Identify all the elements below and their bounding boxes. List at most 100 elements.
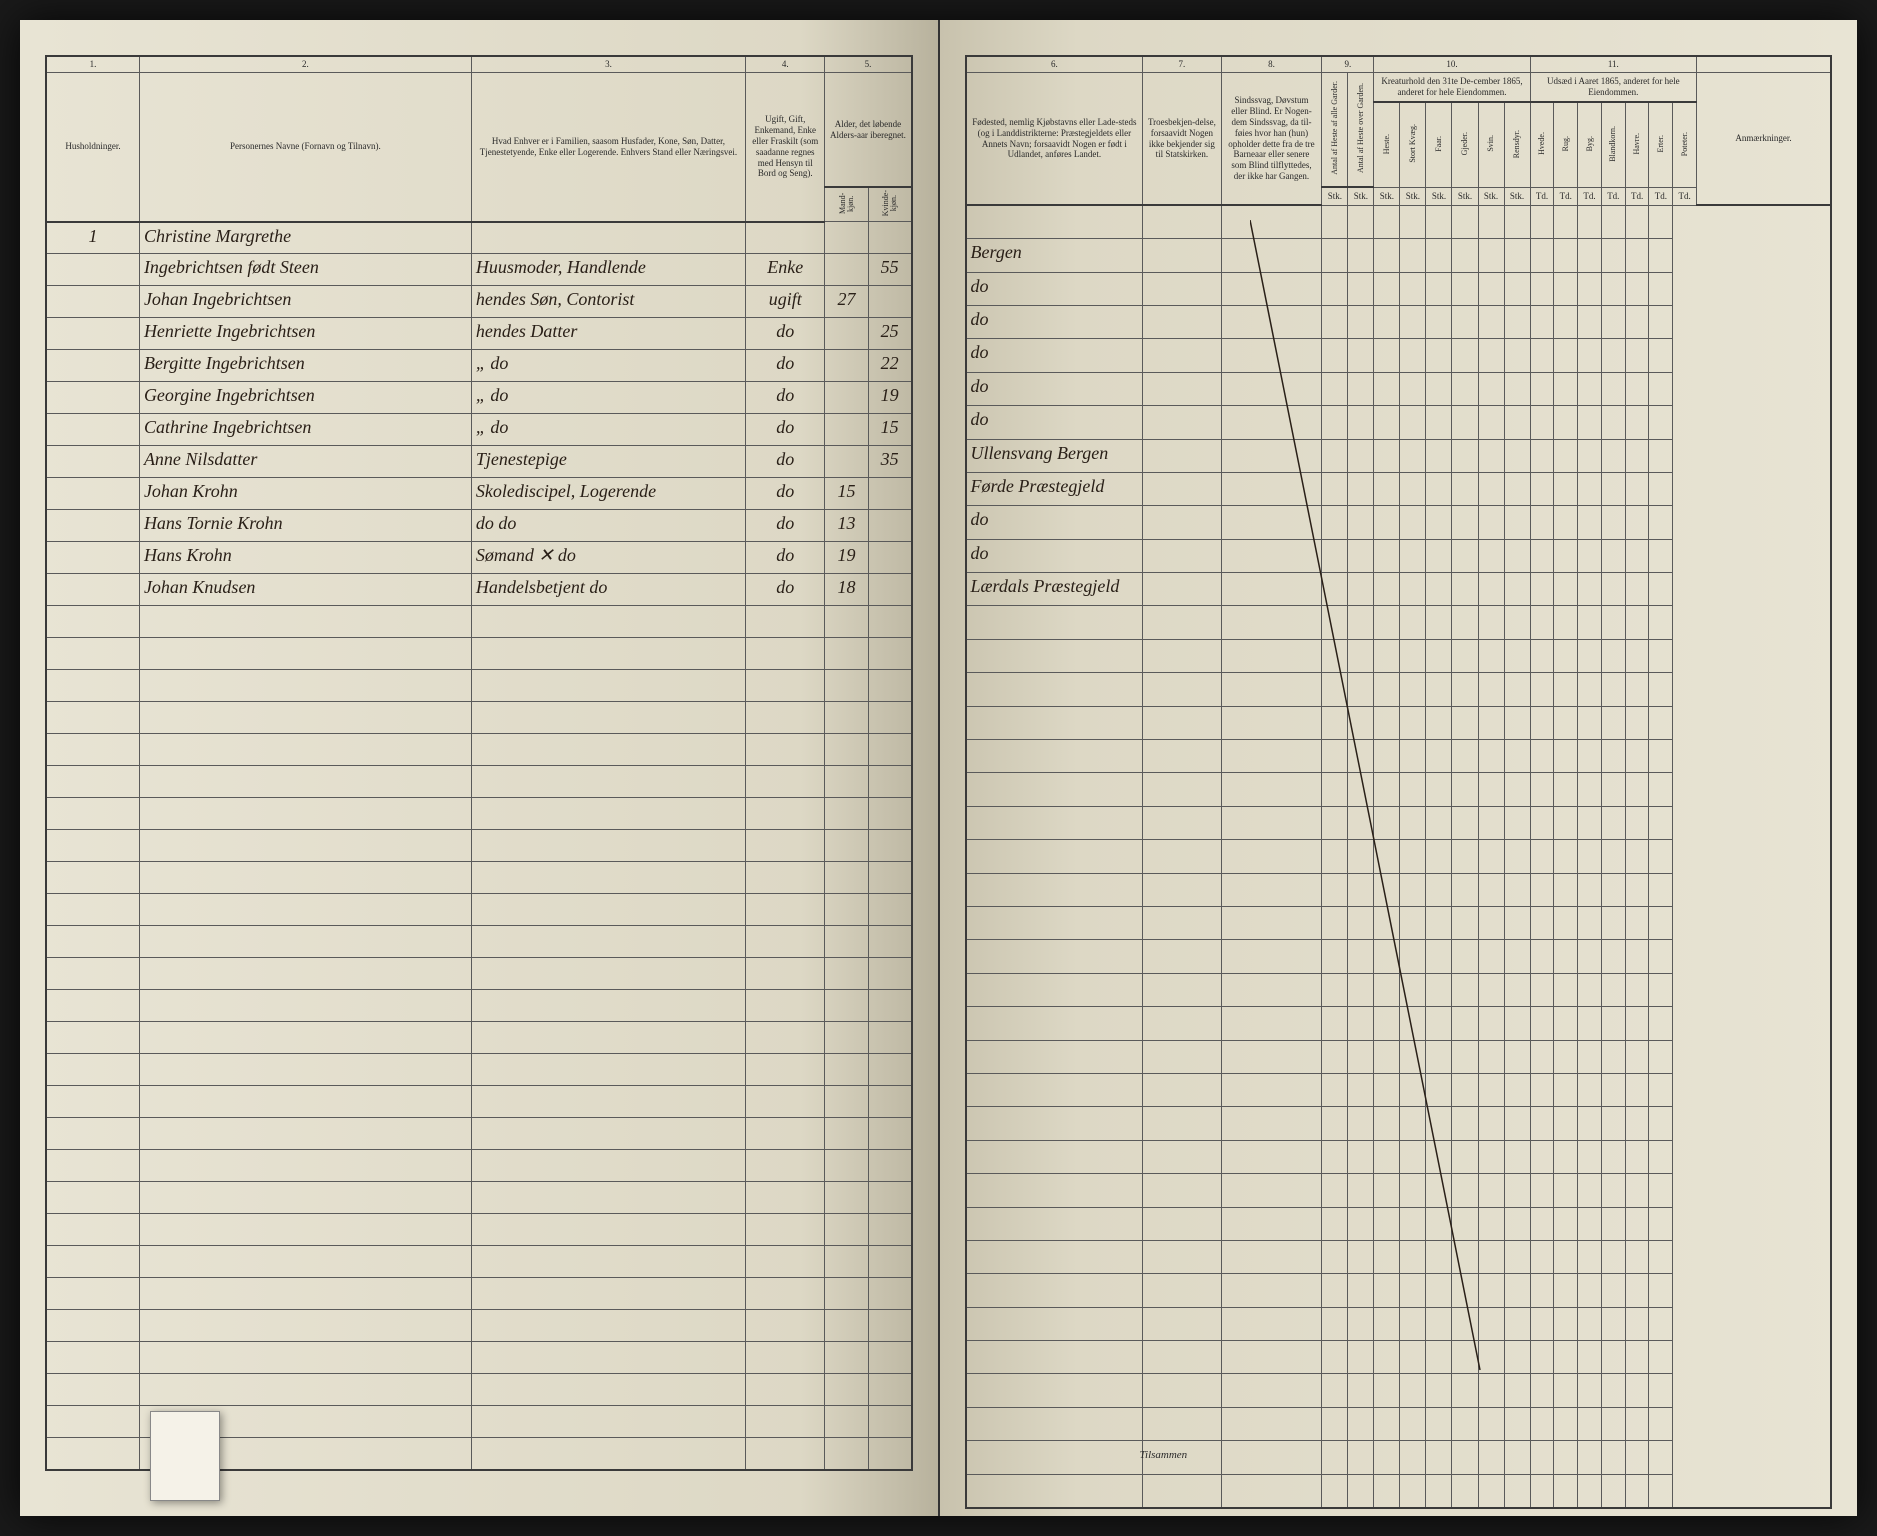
cell-empty [1426,573,1452,606]
cell-empty [1348,539,1374,572]
empty-row [46,1278,912,1310]
cell-empty [1649,339,1673,372]
column-number-row-r: 6. 7. 8. 9. 10. 11. [966,56,1832,72]
empty-row [46,1086,912,1118]
cell-faith [1143,372,1221,405]
cell-empty [1530,305,1554,338]
cell-status: do [746,574,825,606]
cell-empty [1348,272,1374,305]
u11g: Td. [1673,187,1697,205]
left-register-table: 1. 2. 3. 4. 5. Husholdninger. Personerne… [45,55,913,1471]
col11-s5: Erter. [1649,102,1673,187]
right-page: 6. 7. 8. 9. 10. 11. Fødested, nemlig Kjø… [940,20,1858,1516]
cell-empty [1452,305,1478,338]
empty-row [46,862,912,894]
cell-birthplace: do [966,406,1143,439]
cell-empty [1601,406,1625,439]
cell-empty [1530,506,1554,539]
col11-s2: Byg. [1578,102,1602,187]
empty-row [966,1407,1832,1440]
cell-birthplace: Bergen [966,239,1143,272]
table-row: Anne NilsdatterTjenestepigedo35 [46,446,912,478]
cell-empty [1504,239,1530,272]
cell-empty [1478,239,1504,272]
cell-age-m [825,222,868,254]
col10-s3: Gjeder. [1452,102,1478,187]
cell-hh [46,446,139,478]
cell-birthplace: do [966,372,1143,405]
cell-hh [46,382,139,414]
cell-name: Anne Nilsdatter [139,446,471,478]
cell-faith [1143,539,1221,572]
cell-empty [1649,472,1673,505]
cell-empty [1625,406,1649,439]
col-num-4: 4. [746,56,825,72]
cell-faith [1143,272,1221,305]
cell-name: Johan Krohn [139,478,471,510]
cell-relation: „ do [471,382,745,414]
cell-age-m: 18 [825,574,868,606]
empty-row [966,1307,1832,1340]
cell-empty [1578,406,1602,439]
table-row: do [966,372,1832,405]
cell-age-f: 55 [868,254,911,286]
cell-status: Enke [746,254,825,286]
cell-age-f: 25 [868,318,911,350]
cell-empty [1478,506,1504,539]
empty-row [46,1182,912,1214]
cell-status: do [746,318,825,350]
left-table-body: 1Christine MargretheIngebrichtsen født S… [46,222,912,1470]
cell-faith [1143,472,1221,505]
cell-empty [1374,205,1400,238]
cell-empty [1322,406,1348,439]
cell-empty [1601,339,1625,372]
cell-relation: Huusmoder, Handlende [471,254,745,286]
cell-empty [1322,239,1348,272]
cell-empty [1625,339,1649,372]
cell-empty [1452,372,1478,405]
cell-empty [1504,573,1530,606]
cell-empty [1400,205,1426,238]
cell-empty [1400,539,1426,572]
table-row: do [966,539,1832,572]
cell-status: do [746,446,825,478]
cell-empty [1530,205,1554,238]
cell-status: do [746,350,825,382]
cell-empty [1452,573,1478,606]
cell-empty [1400,272,1426,305]
cell-empty [1649,506,1673,539]
cell-empty [1348,506,1374,539]
cell-empty [1221,372,1322,405]
cell-age-f [868,478,911,510]
cell-birthplace [966,205,1143,238]
cell-age-m [825,254,868,286]
cell-name: Johan Knudsen [139,574,471,606]
cell-empty [1649,272,1673,305]
empty-row [966,706,1832,739]
empty-row [46,1054,912,1086]
empty-row [46,1246,912,1278]
cell-empty [1374,406,1400,439]
cell-empty [1554,539,1578,572]
u10b: Stk. [1400,187,1426,205]
cell-empty [1578,439,1602,472]
col-header-1: Husholdninger. [46,72,139,222]
cell-name: Hans Krohn [139,542,471,574]
cell-age-f [868,286,911,318]
u10c: Stk. [1426,187,1452,205]
cell-empty [1504,406,1530,439]
cell-age-f: 19 [868,382,911,414]
cell-faith [1143,506,1221,539]
cell-birthplace: do [966,506,1143,539]
cell-empty [1504,506,1530,539]
cell-age-m [825,414,868,446]
table-row: do [966,339,1832,372]
cell-empty [1625,272,1649,305]
cell-empty [1625,472,1649,505]
cell-empty [1221,539,1322,572]
table-row: Bergen [966,239,1832,272]
cell-relation [471,222,745,254]
cell-empty [1649,573,1673,606]
cell-empty [1221,472,1322,505]
col10-s1: Stort Kvæg. [1400,102,1426,187]
